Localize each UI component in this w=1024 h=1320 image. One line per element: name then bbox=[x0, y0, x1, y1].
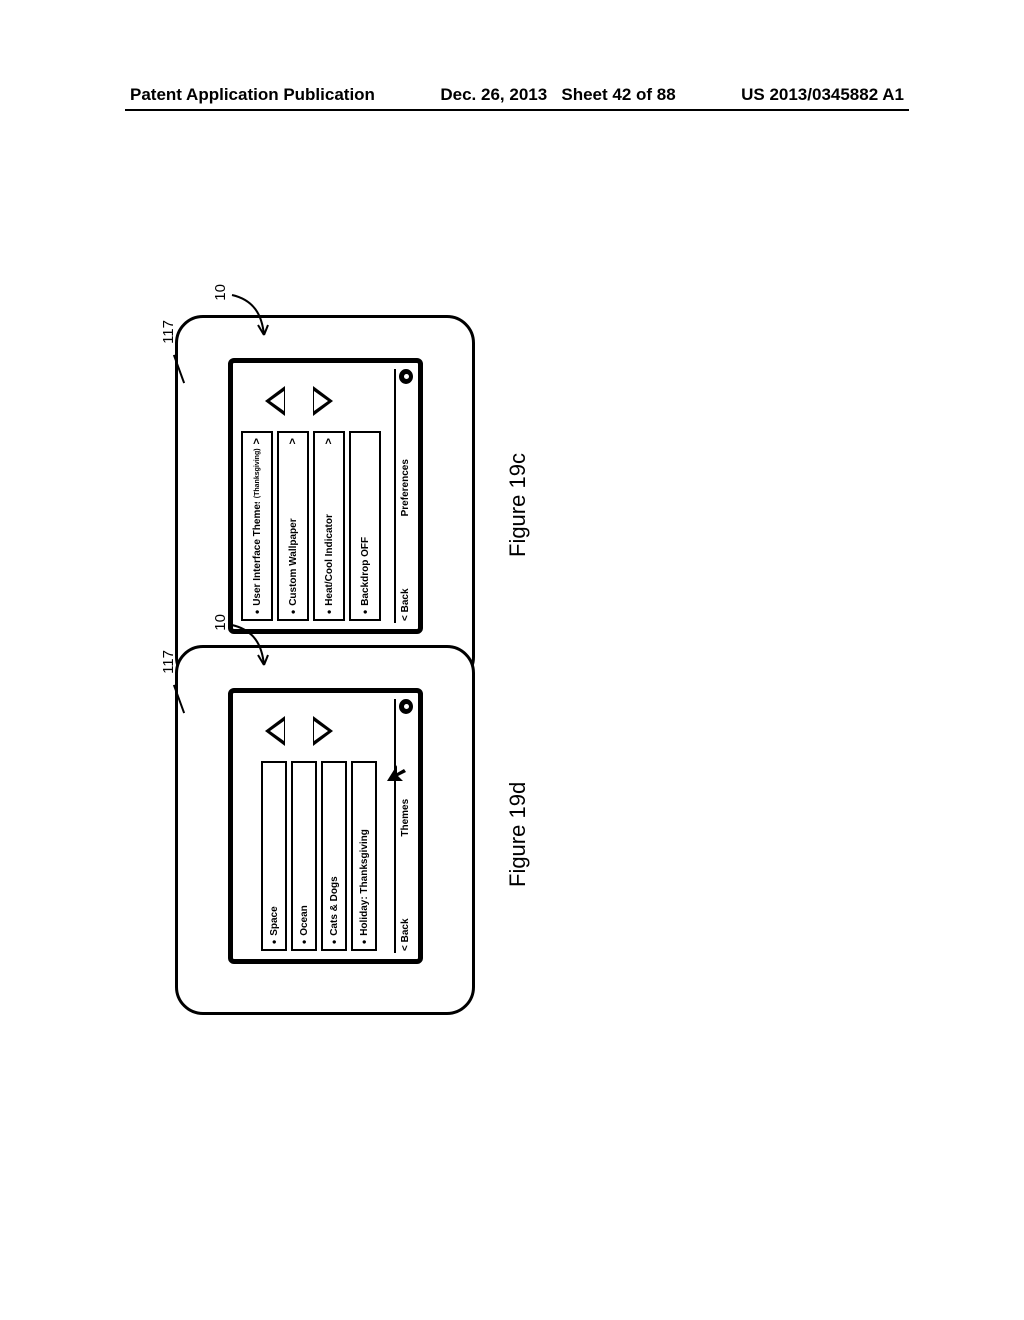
lcd-screen: • User Interface Themes (Thanksgiving) >… bbox=[228, 358, 423, 634]
figures-area: 117 10 • User Interface Themes (Thanksgi… bbox=[180, 440, 560, 1030]
menu-list: • User Interface Themes (Thanksgiving) >… bbox=[241, 431, 385, 621]
scroll-nav bbox=[265, 707, 333, 755]
ref-117-leader bbox=[173, 355, 185, 384]
wall-plate: 117 10 • Space • Ocean bbox=[175, 645, 475, 1015]
menu-label: Holiday: Thanksgiving bbox=[359, 768, 370, 936]
ref-num-10: 10 bbox=[212, 284, 229, 301]
speaker-icon bbox=[399, 699, 413, 714]
menu-item-space[interactable]: • Space bbox=[261, 761, 287, 951]
bullet-icon: • bbox=[287, 610, 299, 614]
bullet-icon: • bbox=[268, 940, 280, 944]
menu-label: User Interface Themes bbox=[252, 502, 263, 606]
figure-caption: Figure 19d bbox=[505, 782, 531, 887]
bottom-bar: < Back Themes bbox=[394, 699, 414, 953]
menu-item-backdrop[interactable]: • Backdrop OFF bbox=[349, 431, 381, 621]
screen-title: Themes bbox=[400, 717, 411, 918]
header-date: Dec. 26, 2013 bbox=[440, 85, 547, 104]
scroll-nav bbox=[265, 377, 333, 425]
screen-title: Preferences bbox=[400, 387, 411, 588]
figure-caption: Figure 19c bbox=[505, 453, 531, 557]
header-publication: Patent Application Publication bbox=[130, 85, 375, 105]
bullet-icon: • bbox=[328, 940, 340, 944]
menu-sublabel: (Thanksgiving) bbox=[254, 448, 261, 498]
bottom-bar: < Back Preferences bbox=[394, 369, 414, 623]
menu-label: Heat/Cool Indicator bbox=[324, 448, 335, 605]
back-button[interactable]: < Back bbox=[400, 588, 411, 623]
speaker-icon bbox=[399, 369, 413, 384]
ref-117-leader bbox=[173, 685, 185, 714]
caret-up-icon[interactable] bbox=[265, 716, 285, 746]
header-rule bbox=[125, 109, 909, 111]
page-header: Patent Application Publication Dec. 26, … bbox=[0, 85, 1024, 105]
chevron-right-icon: > bbox=[251, 438, 263, 444]
menu-label: Backdrop OFF bbox=[360, 438, 371, 606]
ref-num-10: 10 bbox=[212, 614, 229, 631]
menu-item-ui-themes[interactable]: • User Interface Themes (Thanksgiving) > bbox=[241, 431, 273, 621]
menu-list: • Space • Ocean • Cats & Dogs • bbox=[261, 761, 381, 951]
menu-item-holiday[interactable]: • Holiday: Thanksgiving bbox=[351, 761, 377, 951]
lcd-screen: • Space • Ocean • Cats & Dogs • bbox=[228, 688, 423, 964]
menu-item-ocean[interactable]: • Ocean bbox=[291, 761, 317, 951]
patent-page: Patent Application Publication Dec. 26, … bbox=[0, 0, 1024, 1320]
bullet-icon: • bbox=[359, 610, 371, 614]
menu-label: Space bbox=[269, 768, 280, 936]
caret-down-icon[interactable] bbox=[313, 716, 333, 746]
menu-item-cats-dogs[interactable]: • Cats & Dogs bbox=[321, 761, 347, 951]
bullet-icon: • bbox=[298, 940, 310, 944]
header-pubnum: US 2013/0345882 A1 bbox=[741, 85, 904, 105]
cursor-arrow-icon bbox=[385, 761, 412, 783]
back-button[interactable]: < Back bbox=[400, 918, 411, 953]
chevron-right-icon: > bbox=[323, 438, 335, 444]
figure-19d: 117 10 • Space • Ocean bbox=[175, 645, 475, 1015]
menu-label: Ocean bbox=[299, 768, 310, 936]
menu-item-wallpaper[interactable]: • Custom Wallpaper > bbox=[277, 431, 309, 621]
header-date-sheet: Dec. 26, 2013 Sheet 42 of 88 bbox=[440, 85, 675, 105]
chevron-right-icon: > bbox=[287, 438, 299, 444]
caret-up-icon[interactable] bbox=[265, 386, 285, 416]
menu-label: Cats & Dogs bbox=[329, 768, 340, 936]
bullet-icon: • bbox=[358, 940, 370, 944]
menu-label: Custom Wallpaper bbox=[288, 448, 299, 605]
header-sheet: Sheet 42 of 88 bbox=[561, 85, 675, 104]
caret-down-icon[interactable] bbox=[313, 386, 333, 416]
ref-10-leader bbox=[232, 290, 272, 335]
menu-item-heatcool[interactable]: • Heat/Cool Indicator > bbox=[313, 431, 345, 621]
ref-num-117: 117 bbox=[160, 650, 177, 674]
bullet-icon: • bbox=[251, 610, 263, 614]
ref-num-117: 117 bbox=[160, 320, 177, 344]
bullet-icon: • bbox=[323, 610, 335, 614]
ref-10-leader bbox=[232, 620, 272, 665]
